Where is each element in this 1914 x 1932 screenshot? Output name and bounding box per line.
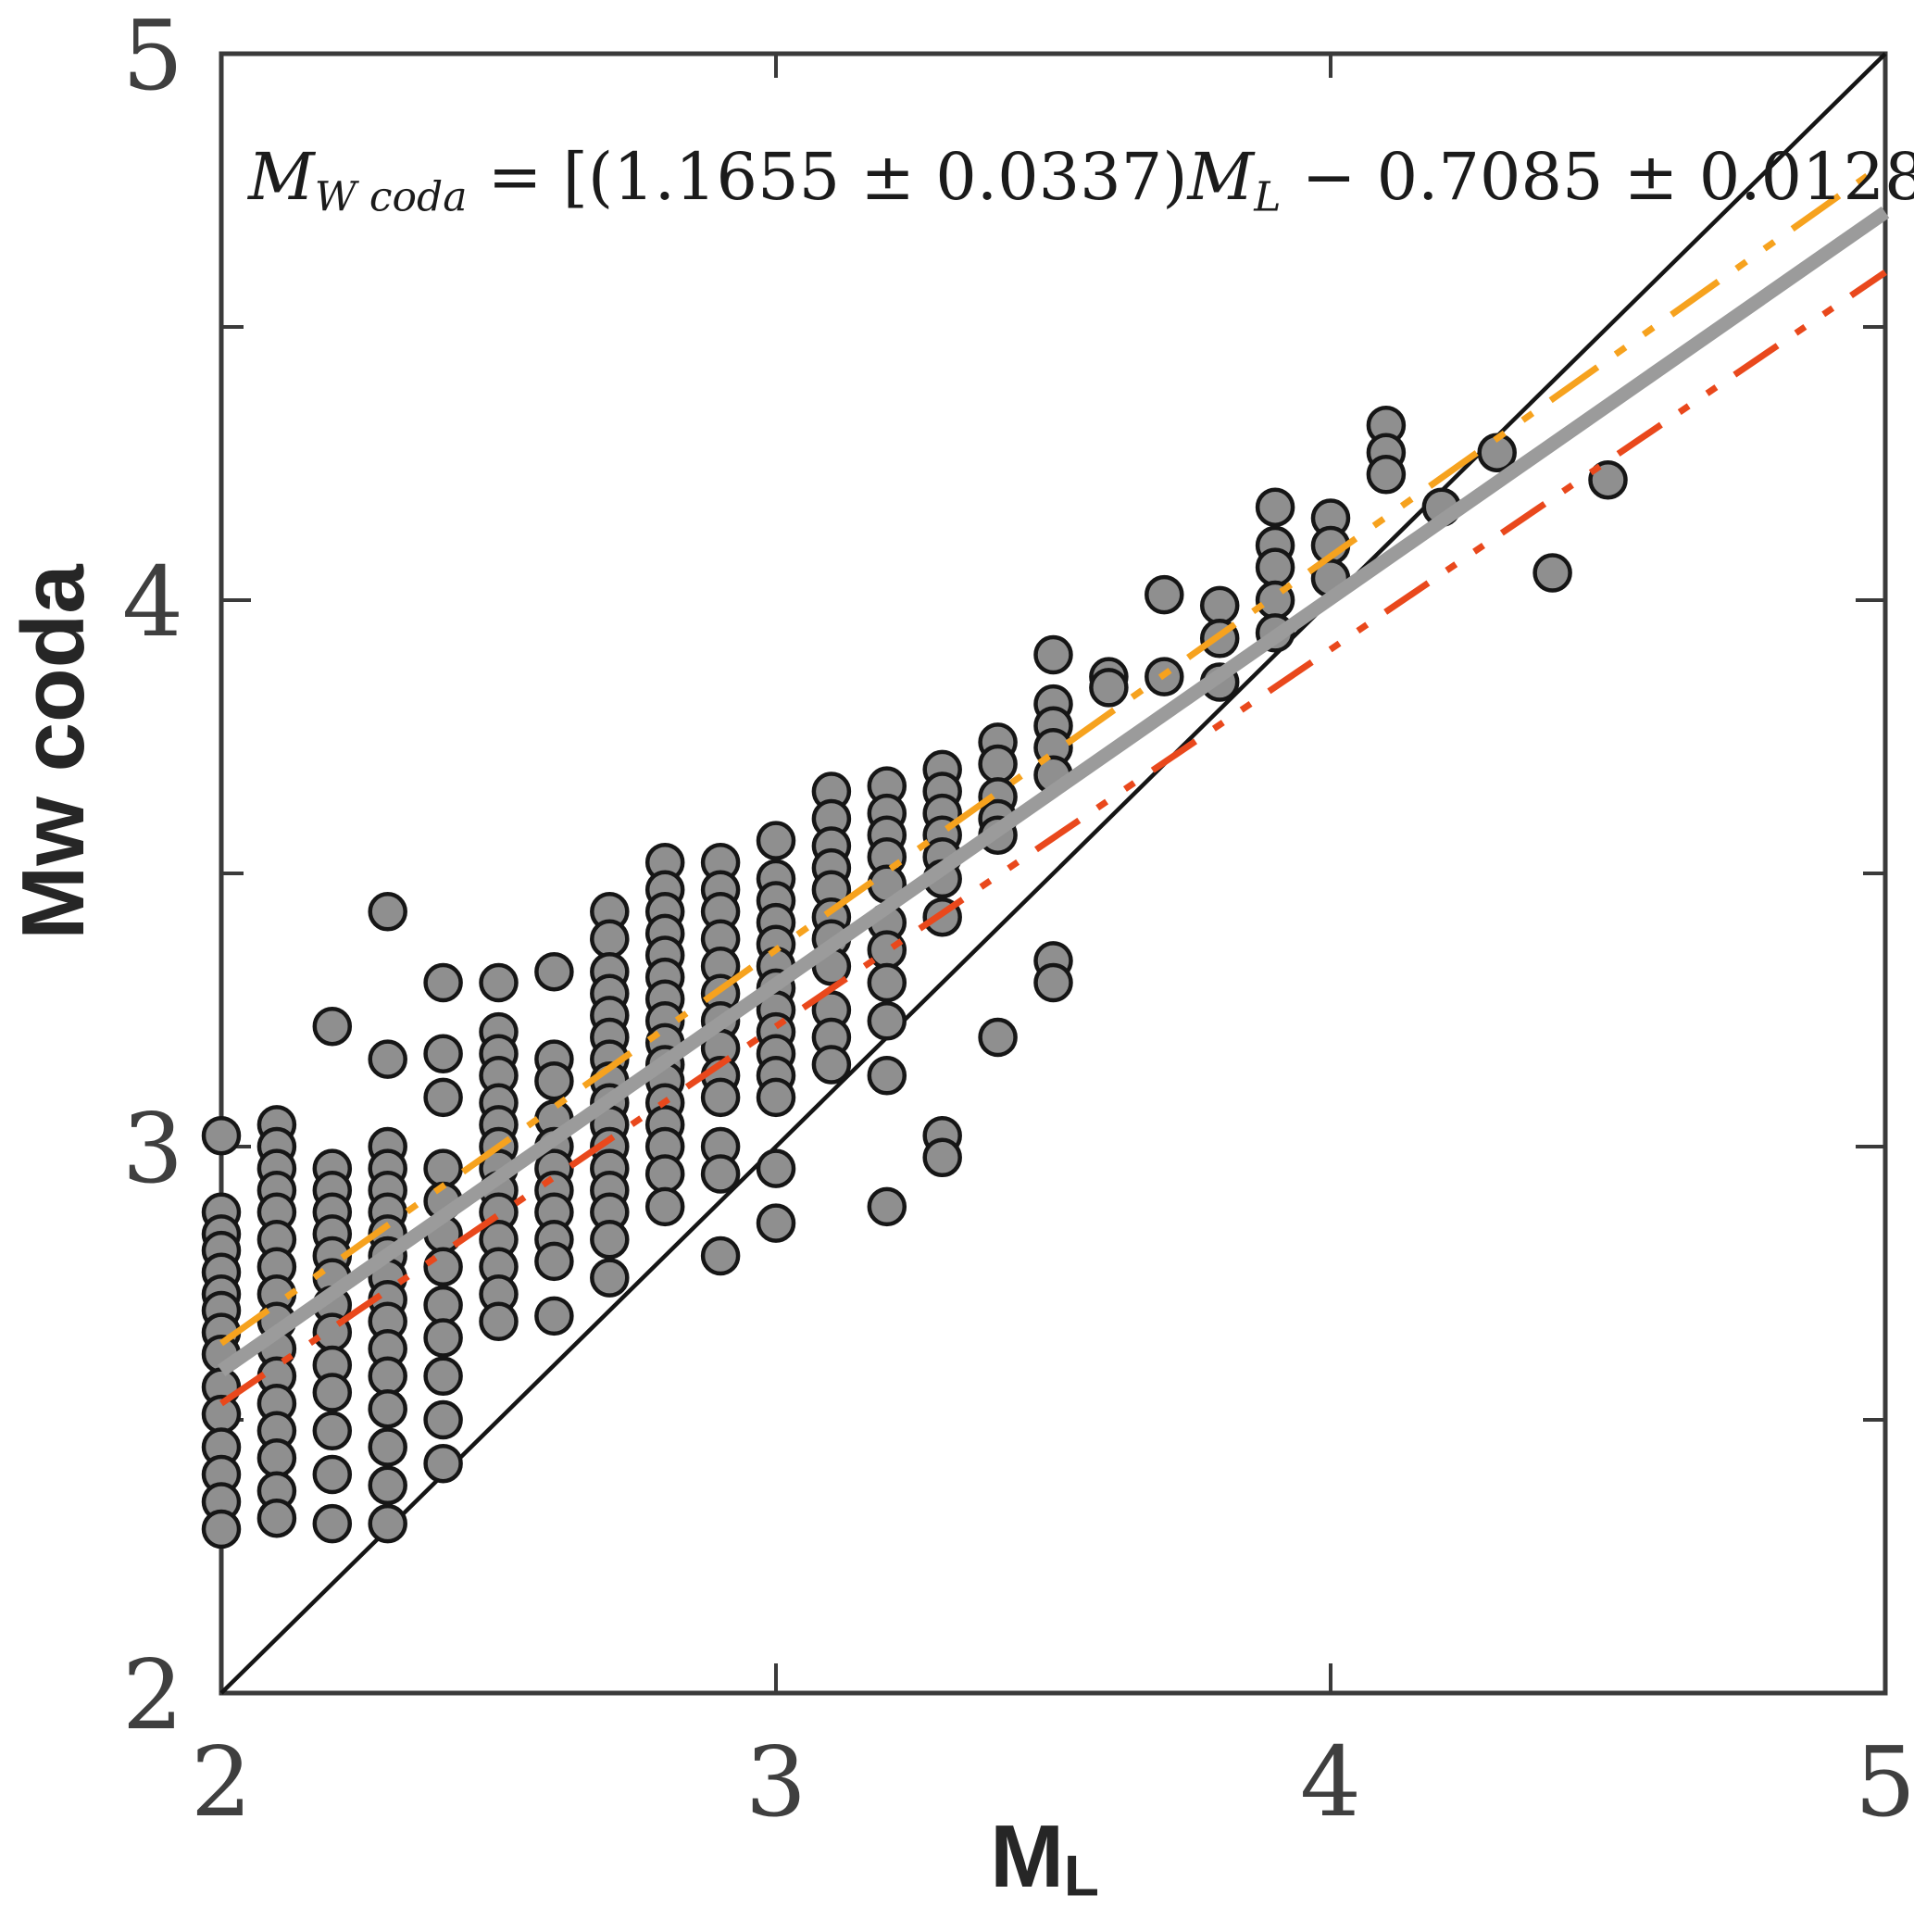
scatter-point xyxy=(590,1220,630,1260)
equation-tail: − 0.7085 ± 0.0128 xyxy=(1281,139,1914,215)
y-tick-label: 2 xyxy=(122,1638,183,1751)
scatter-point xyxy=(978,1017,1018,1058)
scatter-point xyxy=(644,1186,685,1227)
scatter-point xyxy=(368,1388,407,1429)
scatter-point xyxy=(1145,574,1184,615)
x-axis-label-subscript: L xyxy=(1064,1844,1099,1909)
x-axis-label-main: M xyxy=(990,1807,1065,1906)
x-axis-label: ML xyxy=(990,1806,1099,1908)
scatter-point xyxy=(700,1236,741,1276)
scatter-point xyxy=(423,962,463,1003)
scatter-point xyxy=(700,1077,741,1118)
scatter-point xyxy=(811,1045,852,1085)
scatter-point xyxy=(423,1285,463,1325)
scatter-point xyxy=(644,1154,685,1194)
scatter-point xyxy=(867,1056,907,1096)
scatter-point xyxy=(201,1115,242,1156)
scatter-point xyxy=(1033,962,1073,1003)
scatter-point xyxy=(756,1148,796,1188)
equation-variable: M xyxy=(248,139,315,215)
fit-line xyxy=(217,206,1890,1377)
scatter-point xyxy=(756,821,796,860)
scatter-point xyxy=(756,1077,796,1118)
equation-ml-subscript: L xyxy=(1254,173,1282,221)
scatter-point xyxy=(312,1411,353,1451)
x-tick-label: 5 xyxy=(1855,1725,1914,1838)
scatter-point xyxy=(256,1498,297,1538)
scatter-point xyxy=(534,1060,574,1101)
equation-body: = [(1.1655 ± 0.0337) xyxy=(467,139,1188,215)
scatter-point xyxy=(312,1454,353,1495)
scatter-point xyxy=(1366,455,1407,495)
scatter-point xyxy=(978,744,1018,784)
x-tick-label: 3 xyxy=(745,1725,807,1838)
x-tick-label: 2 xyxy=(191,1725,252,1838)
scatter-point xyxy=(590,1258,630,1298)
scatter-point xyxy=(312,1503,353,1544)
scatter-point xyxy=(368,1427,407,1467)
scatter-point xyxy=(534,951,574,992)
scatter-point xyxy=(368,892,407,932)
scatter-point xyxy=(312,1373,353,1412)
scatter-point xyxy=(423,1077,463,1118)
scatter-point xyxy=(368,1039,407,1079)
scatter-point xyxy=(312,1006,353,1047)
scatter-point xyxy=(534,1241,574,1282)
y-tick-label: 5 xyxy=(122,0,183,112)
scatter-point xyxy=(867,1186,907,1227)
scatter-point xyxy=(368,1465,407,1506)
scatter-point xyxy=(534,1296,574,1336)
scatter-point xyxy=(423,1318,463,1358)
scatter-point xyxy=(423,1034,463,1073)
scatter-point xyxy=(1199,585,1240,626)
scatter-point xyxy=(368,1503,407,1544)
scatter-point xyxy=(1089,668,1129,708)
equation-ml-variable: M xyxy=(1187,139,1255,215)
scatter-point xyxy=(423,1247,463,1287)
scatter-point xyxy=(479,1301,519,1342)
scatter-point xyxy=(1255,487,1295,527)
scatter-point xyxy=(756,1203,796,1243)
scatter-point xyxy=(867,1001,907,1041)
equation-subscript: W coda xyxy=(314,173,468,221)
lower-confidence-line xyxy=(219,270,1887,1407)
scatter-point xyxy=(423,1399,463,1440)
scatter-point xyxy=(368,1356,407,1397)
y-tick-label: 4 xyxy=(122,546,183,659)
identity-line xyxy=(219,52,1887,1695)
x-tick-label: 4 xyxy=(1300,1725,1361,1838)
regression-equation: MW coda = [(1.1655 ± 0.0337)ML − 0.7085 … xyxy=(248,139,1914,218)
scatter-point xyxy=(256,1438,297,1478)
y-axis-label: Mw coda xyxy=(4,564,103,940)
scatter-point xyxy=(479,962,519,1003)
scatter-point xyxy=(423,1356,463,1397)
y-tick-label: 3 xyxy=(122,1092,183,1205)
scatter-point xyxy=(423,1443,463,1484)
scatter-point xyxy=(201,1509,242,1549)
scatter-point xyxy=(922,1137,962,1178)
scatter-point xyxy=(1033,634,1073,675)
upper-confidence-line xyxy=(219,160,1888,1347)
scatter-point xyxy=(423,1148,463,1188)
scatter-point xyxy=(700,1154,741,1194)
scatter-point xyxy=(1588,459,1628,500)
scatter-point xyxy=(867,962,907,1003)
scatter-point xyxy=(590,919,630,960)
scatter-point xyxy=(1532,553,1572,593)
scatter-point xyxy=(1255,547,1295,587)
